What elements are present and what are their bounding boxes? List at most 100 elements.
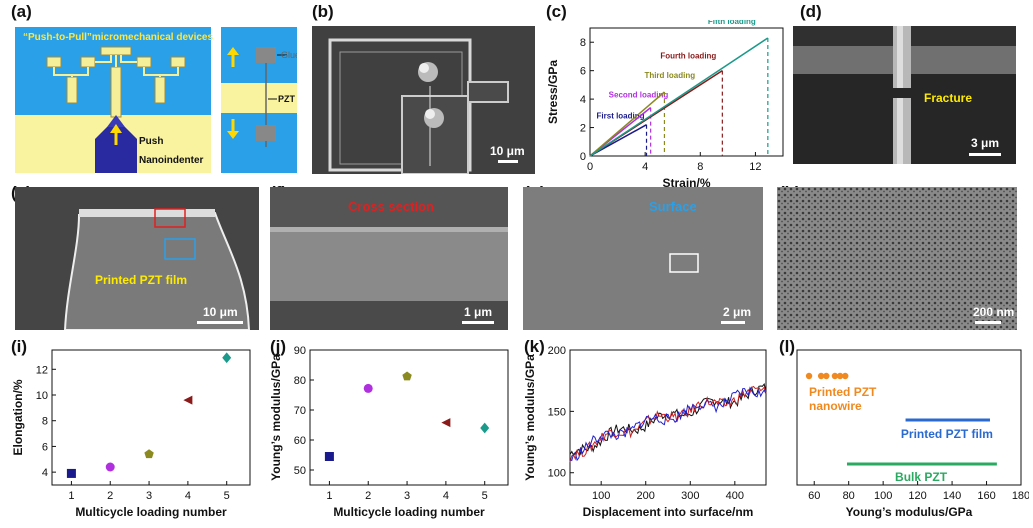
data-point [805, 372, 813, 380]
panel-label-l: (l) [779, 337, 796, 356]
y-tick-label: 12 [36, 364, 48, 376]
x-tick-label: 3 [404, 490, 410, 502]
series-line [589, 91, 665, 157]
sem-fracture-image [793, 26, 1016, 164]
x-tick-label: 1 [326, 490, 332, 502]
series-line [589, 37, 769, 157]
scale-bar-g-label: 2 μm [723, 305, 752, 319]
panel-label-b: (b) [312, 2, 334, 21]
y-tick-label: 100 [548, 468, 566, 480]
y-tick-label: 6 [580, 66, 586, 78]
data-point [842, 372, 849, 380]
panel-f-sem: Cross section 1 μm [270, 187, 508, 330]
panel-label-c: (c) [546, 2, 567, 21]
data-point [66, 468, 76, 478]
panel-label-i: (i) [11, 337, 28, 356]
y-tick-label: 8 [42, 416, 48, 428]
x-tick-label: 120 [908, 490, 926, 502]
data-point [480, 422, 490, 434]
x-tick-label: 12 [749, 161, 761, 173]
scale-bar-h [975, 321, 1001, 324]
scale-bar-f-label: 1 μm [464, 305, 493, 319]
x-tick-label: 2 [365, 490, 371, 502]
panel-label-d: (d) [800, 2, 822, 21]
nanoindenter-label: Nanoindenter [139, 155, 204, 166]
y-tick-label: 200 [548, 345, 566, 357]
data-point [836, 372, 844, 380]
panel-h-sem: 200 nm [777, 187, 1017, 330]
plot-frame [309, 349, 509, 486]
data-point [105, 462, 115, 472]
panel-e-sem: Printed PZT film 10 μm [15, 187, 259, 330]
series-line [569, 385, 767, 463]
series-label: Fifth loading [708, 20, 756, 26]
x-tick-label: 200 [637, 490, 655, 502]
x-axis-label: Multicycle loading number [333, 505, 485, 519]
x-tick-label: 400 [726, 490, 744, 502]
x-tick-label: 5 [482, 490, 488, 502]
scale-bar-e-label: 10 μm [203, 305, 238, 319]
panel-j-chart: 1 2 3 4 5 50 60 70 80 90 Multicycle loading number… [268, 340, 518, 523]
data-point [831, 372, 839, 380]
panel-l-chart: 60 80 100 120 140 160 180 Young’s modulus/GPa Pr… [777, 340, 1030, 523]
modulus-cycle-chart: 1 2 3 4 5 50 60 70 80 90 Multicycle loading number… [269, 345, 509, 519]
data-point [823, 372, 830, 380]
data-point [363, 383, 373, 393]
x-tick-label: 1 [68, 490, 74, 502]
x-tick-label: 4 [443, 490, 449, 502]
plot-frame [51, 349, 251, 486]
x-tick-label: 0 [587, 161, 593, 173]
data-point [441, 418, 451, 428]
item-label: Bulk PZT [895, 470, 948, 484]
series-label: Second loading [609, 91, 669, 100]
panel-label-a: (a) [11, 2, 32, 21]
sem-surface-image [523, 187, 763, 330]
x-tick-label: 140 [943, 490, 961, 502]
push-label: Push [139, 136, 163, 147]
x-tick-label: 100 [874, 490, 892, 502]
data-point [183, 395, 193, 405]
y-axis-label: Young’s modulus/GPa [523, 354, 537, 481]
y-tick-label: 8 [580, 37, 586, 49]
y-tick-label: 10 [36, 390, 48, 402]
y-tick-label: 80 [294, 375, 306, 387]
x-tick-label: 100 [592, 490, 610, 502]
x-tick-label: 4 [185, 490, 191, 502]
schematic-title: “Push-to-Pull”micromechanical devices [23, 32, 213, 43]
y-tick-label: 70 [294, 405, 306, 417]
x-axis-label: Strain/% [662, 176, 710, 188]
y-tick-label: 150 [548, 406, 566, 418]
item-label: Printed PZT film [901, 427, 993, 441]
modulus-displacement-chart: 100 200 300 400 100 150 200 Displacement into s… [523, 345, 767, 519]
y-tick-label: 4 [42, 467, 48, 479]
plot-frame [589, 27, 784, 157]
y-tick-label: 60 [294, 435, 306, 447]
x-tick-label: 60 [808, 490, 820, 502]
sem-device-image [312, 26, 535, 174]
panel-c-chart: 0 4 8 12 0 2 4 6 8 Strain/% Stress/GPa First loadin… [545, 17, 790, 190]
scale-bar-b-label: 10 μm [490, 144, 525, 158]
x-tick-label: 3 [146, 490, 152, 502]
sem-cross-section-image [270, 187, 508, 330]
series-label: First loading [597, 112, 645, 121]
y-tick-label: 90 [294, 345, 306, 357]
y-tick-label: 4 [580, 94, 586, 106]
data-point [324, 452, 334, 461]
data-point [817, 372, 825, 380]
panel-d-sem: Fracture 3 μm [793, 26, 1016, 164]
panel-label-k: (k) [524, 337, 545, 356]
x-axis-label: Young’s modulus/GPa [846, 505, 973, 519]
pzt-label: PZT [278, 94, 296, 104]
y-tick-label: 0 [580, 151, 586, 163]
x-axis-label: Multicycle loading number [75, 505, 227, 519]
y-tick-label: 2 [580, 123, 586, 135]
scale-bar-b [498, 160, 518, 163]
panel-a-schematic: “Push-to-Pull”micromechanical devices Pu… [15, 27, 300, 173]
panel-k-chart: 100 200 300 400 100 150 200 Displacement into s… [522, 340, 774, 523]
panel-label-j: (j) [270, 337, 287, 356]
x-tick-label: 180 [1012, 490, 1029, 502]
scale-bar-d [969, 153, 1001, 156]
scale-bar-f [462, 321, 494, 324]
scale-bar-h-label: 200 nm [973, 305, 1015, 319]
